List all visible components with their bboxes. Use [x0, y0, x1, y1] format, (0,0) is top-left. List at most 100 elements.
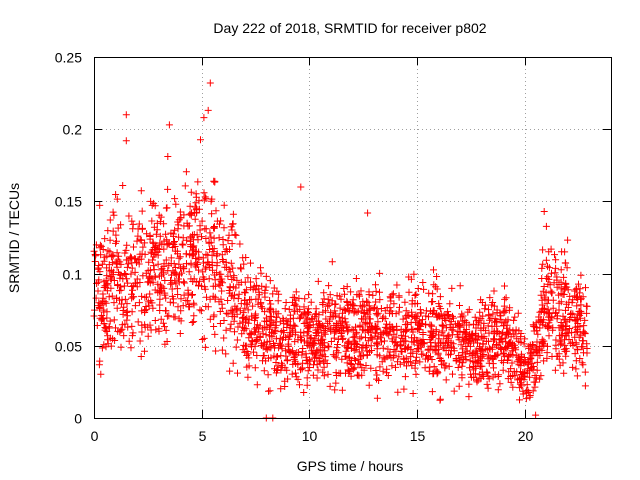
data-point [332, 369, 340, 377]
data-point [229, 220, 237, 228]
data-point [266, 387, 274, 395]
data-point [309, 338, 317, 346]
data-point [384, 345, 392, 353]
data-point [119, 182, 127, 189]
data-point [102, 324, 110, 332]
data-point [473, 378, 481, 386]
data-point [231, 328, 238, 336]
data-point [257, 269, 265, 277]
data-point [117, 286, 125, 294]
data-point [233, 304, 241, 312]
data-point [295, 349, 303, 356]
data-point [331, 307, 339, 315]
data-point [237, 264, 244, 272]
data-point [513, 357, 521, 365]
data-point [318, 341, 326, 349]
data-point [504, 343, 511, 350]
data-point [349, 333, 357, 341]
data-point [236, 319, 244, 327]
data-point [324, 342, 332, 350]
data-point [535, 313, 543, 321]
data-point [479, 312, 487, 320]
data-point [240, 260, 248, 268]
data-point [562, 279, 570, 287]
data-point [372, 329, 380, 337]
data-point [514, 353, 522, 361]
data-point [219, 257, 227, 265]
data-point [188, 291, 196, 299]
data-point [496, 336, 504, 344]
data-point [452, 355, 460, 362]
data-point [456, 356, 464, 364]
data-point [282, 334, 290, 341]
data-point [306, 324, 314, 332]
data-point [310, 361, 317, 369]
data-point [167, 229, 175, 237]
data-point [171, 247, 179, 255]
data-point [398, 334, 406, 342]
data-point [395, 353, 403, 361]
data-point [175, 278, 183, 286]
data-point [327, 308, 335, 316]
data-point [192, 193, 200, 201]
data-point [197, 307, 205, 315]
data-point [200, 275, 208, 283]
data-point [137, 236, 145, 244]
data-point [108, 251, 116, 259]
data-point [380, 329, 388, 337]
data-point [351, 333, 359, 341]
data-point [309, 371, 317, 379]
data-point [262, 283, 270, 291]
data-point [300, 303, 308, 311]
data-point [296, 381, 303, 389]
data-point [331, 329, 338, 337]
data-point [332, 300, 340, 308]
data-point [419, 316, 426, 324]
data-point [247, 296, 255, 303]
data-point [128, 322, 136, 330]
data-point [516, 384, 524, 392]
data-point [306, 357, 314, 365]
data-point [185, 303, 193, 311]
data-point [130, 293, 138, 301]
data-point [215, 270, 223, 278]
data-point [191, 261, 199, 269]
data-point [122, 271, 130, 278]
data-point [465, 380, 473, 388]
data-point [292, 360, 300, 367]
data-point [490, 364, 497, 372]
data-point [164, 153, 172, 160]
data-point [392, 347, 400, 355]
data-point [390, 300, 398, 308]
data-point [285, 347, 293, 355]
data-point [136, 250, 144, 258]
data-point [534, 351, 542, 359]
data-point [268, 333, 276, 341]
data-point [395, 308, 403, 316]
data-point [576, 308, 584, 316]
data-point [215, 234, 223, 242]
data-point [532, 411, 540, 419]
data-point [518, 352, 526, 360]
data-point [117, 326, 125, 334]
data-point [160, 270, 167, 278]
data-point [138, 328, 146, 336]
data-point [357, 333, 365, 341]
data-point [286, 332, 293, 340]
data-point [321, 347, 329, 355]
data-point [116, 274, 124, 282]
data-point [458, 349, 466, 357]
data-point [372, 310, 380, 318]
data-point [491, 353, 499, 360]
data-point [562, 306, 569, 314]
data-point [218, 275, 226, 283]
data-point [575, 280, 582, 288]
data-point [163, 338, 171, 345]
data-point [412, 290, 420, 298]
data-point [286, 349, 294, 357]
data-point [485, 359, 493, 367]
data-point [250, 282, 258, 290]
data-point [269, 290, 277, 298]
data-point [538, 264, 546, 272]
data-point [530, 363, 538, 370]
